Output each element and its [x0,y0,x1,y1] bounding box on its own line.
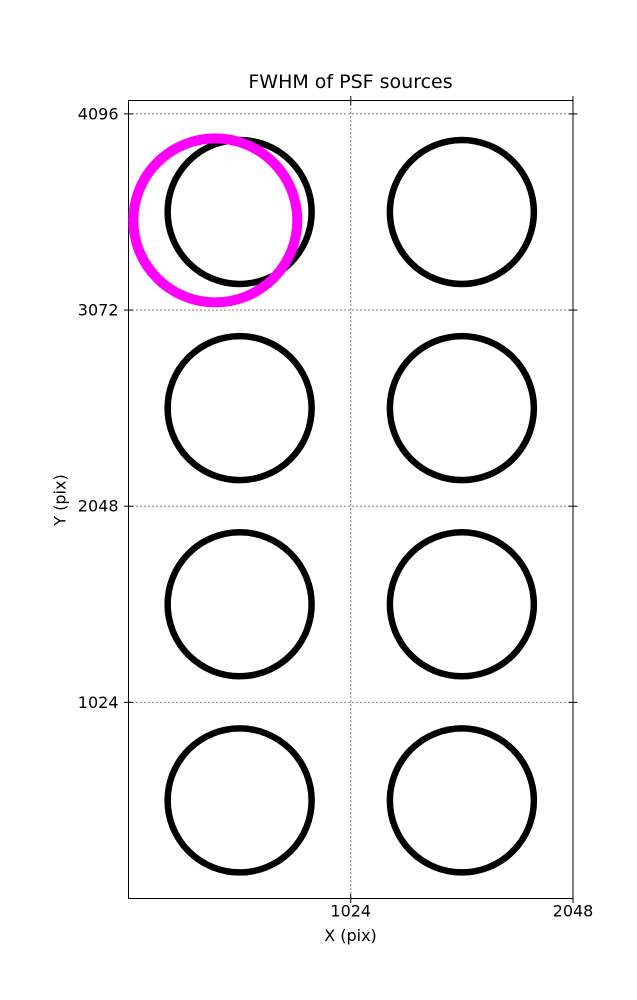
x-tick-label-1024: 1024 [330,902,371,921]
plot-border [128,100,574,899]
psf-sources-circle [386,332,538,484]
plot-title: FWHM of PSF sources [248,71,453,93]
psf-sources-circle [164,332,315,484]
psf-sources-circle [164,529,315,680]
highlighted-source-circle [128,133,303,308]
x-axis-label: X (pix) [324,926,377,945]
psf-sources-circle [386,136,538,288]
psf-sources-circle [164,725,315,876]
x-tick-label-2048: 2048 [553,902,594,921]
y-tick-label-4096: 4096 [78,104,119,123]
y-axis-label: Y (pix) [50,474,70,526]
psf-sources-circle [386,529,538,680]
psf-sources-circle [386,725,538,876]
y-tick-label-1024: 1024 [78,693,119,712]
y-tick-label-3072: 3072 [78,301,119,320]
y-tick-label-2048: 2048 [78,497,119,516]
